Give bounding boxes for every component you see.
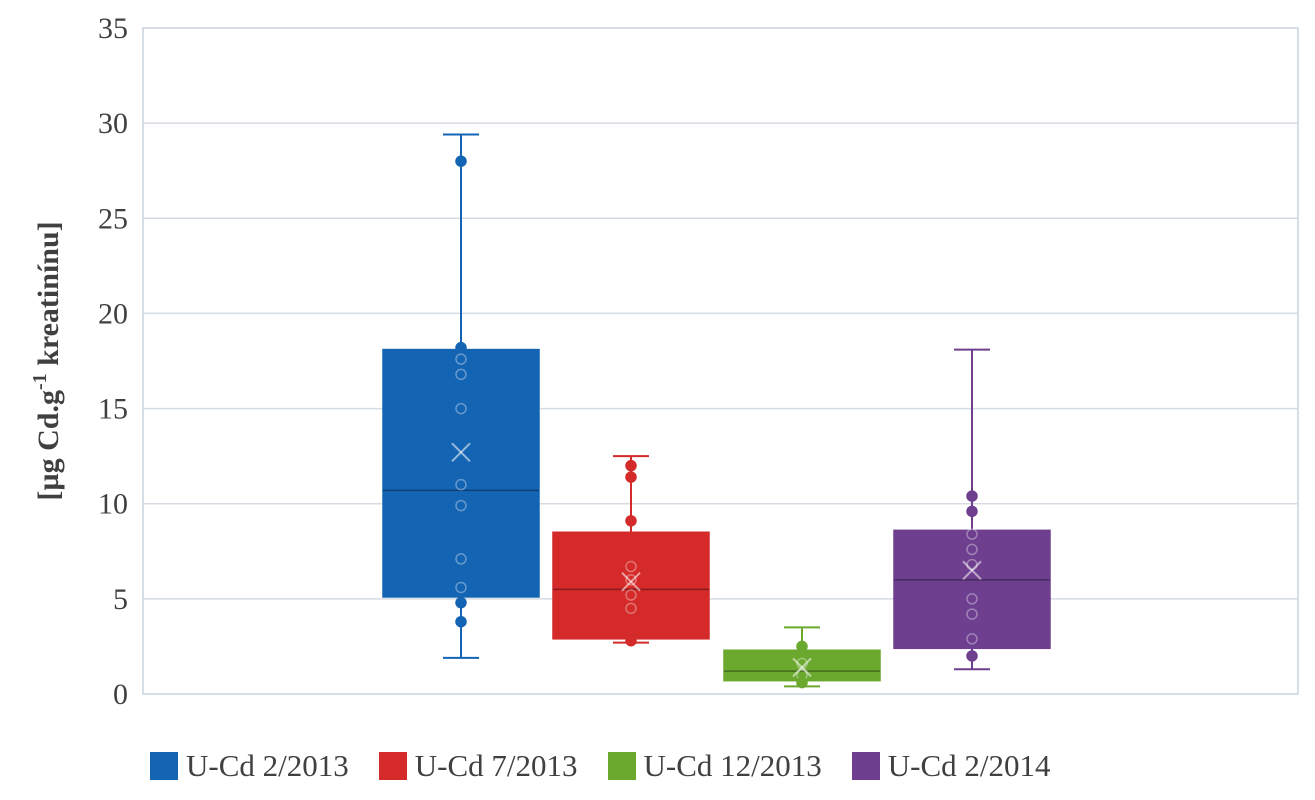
legend-item: U-Cd 2/2014	[851, 748, 1051, 784]
data-point	[455, 478, 467, 491]
y-axis-label: [µg Cd.g-1 kreatinínu]	[29, 221, 65, 500]
y-tick-label: 20	[98, 297, 128, 330]
box-series	[723, 626, 881, 689]
data-point	[455, 615, 467, 628]
data-point	[455, 402, 467, 415]
data-point	[625, 459, 637, 472]
legend-swatch	[851, 752, 880, 780]
y-tick-label: 35	[98, 12, 128, 45]
data-point	[966, 608, 978, 620]
data-point	[455, 155, 467, 167]
data-point	[966, 490, 978, 502]
legend-item: U-Cd 7/2013	[378, 748, 578, 784]
y-tick-label: 5	[113, 583, 128, 616]
box-plot-chart: 0 5 10 15 20 25 30 35 [µg Cd.g-1 kreatinínu]	[29, 12, 1299, 711]
y-tick-label: 15	[98, 393, 128, 426]
legend-label: U-Cd 2/2014	[887, 748, 1051, 783]
data-point	[455, 553, 467, 565]
data-point	[966, 505, 978, 518]
data-point	[455, 341, 467, 354]
box-series	[552, 455, 710, 647]
mean-marker	[962, 560, 982, 581]
data-point	[625, 471, 637, 483]
data-point	[455, 581, 467, 594]
data-point	[966, 543, 978, 556]
box	[382, 348, 540, 598]
data-point	[625, 602, 637, 615]
box-series	[893, 348, 1051, 671]
data-point	[796, 640, 808, 653]
mean-marker	[451, 442, 471, 463]
data-point	[455, 353, 467, 365]
legend-item: U-Cd 12/2013	[607, 748, 822, 784]
legend-swatch	[607, 752, 636, 780]
mean-marker	[792, 657, 812, 678]
data-point	[625, 560, 637, 573]
data-point	[455, 596, 467, 609]
legend-swatch	[378, 752, 407, 780]
y-tick-label: 0	[113, 678, 128, 711]
y-tick-label: 30	[98, 107, 128, 140]
box-series	[382, 133, 540, 659]
plot-area	[142, 27, 1299, 695]
y-tick-label: 25	[98, 202, 128, 235]
data-point	[796, 676, 808, 689]
legend-label: U-Cd 7/2013	[414, 748, 578, 783]
y-tick-label: 10	[98, 488, 128, 521]
data-point	[966, 593, 978, 605]
mean-marker	[621, 572, 641, 592]
data-point	[625, 634, 637, 647]
data-point	[966, 528, 978, 540]
legend-label: U-Cd 2/2013	[186, 748, 349, 783]
legend-swatch	[150, 752, 178, 780]
box	[552, 531, 710, 640]
legend-item: U-Cd 2/2013	[150, 748, 349, 784]
data-point	[966, 633, 978, 645]
data-point	[625, 574, 637, 586]
box	[723, 649, 881, 682]
data-point	[625, 515, 637, 527]
legend-label: U-Cd 12/2013	[643, 748, 822, 783]
data-point	[455, 499, 467, 512]
legend: U-Cd 2/2013 U-Cd 7/2013 U-Cd 12/2013 U-C…	[150, 748, 1051, 784]
data-point	[455, 368, 467, 381]
box	[893, 529, 1051, 650]
data-point	[966, 650, 978, 662]
data-point	[625, 589, 637, 601]
